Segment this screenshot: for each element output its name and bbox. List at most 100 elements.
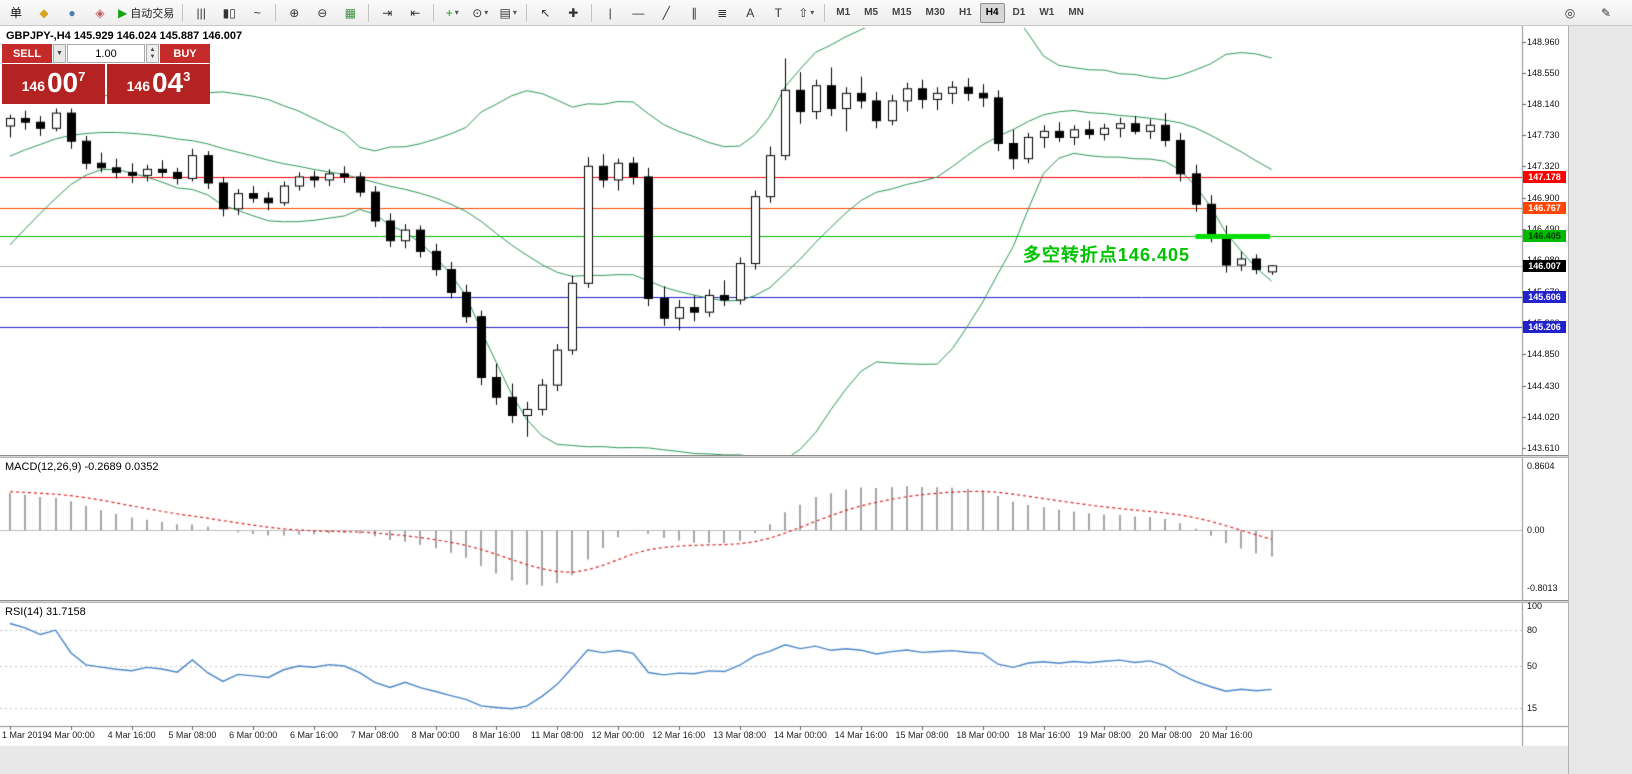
workspace-gutter bbox=[1568, 26, 1632, 774]
toolbar-separator bbox=[182, 3, 184, 22]
zoom-out-button[interactable]: ⊖ bbox=[309, 2, 335, 24]
channel-button[interactable]: ∥ bbox=[681, 2, 707, 24]
arrows-button[interactable]: ⇧ ▾ bbox=[793, 2, 819, 24]
periods-button[interactable]: ⊙ ▾ bbox=[467, 2, 493, 24]
price-level-badge: 147.178 bbox=[1523, 171, 1566, 184]
toolbar-group-objects: + ▾ ⊙ ▾ ▤ ▾ bbox=[438, 2, 522, 24]
buy-price-sup: 3 bbox=[183, 69, 191, 84]
trendline-icon: ╱ bbox=[662, 5, 670, 20]
text-icon: A bbox=[746, 5, 755, 20]
toolbar-separator bbox=[368, 3, 370, 22]
sell-button[interactable]: SELL bbox=[2, 44, 52, 63]
market-watch-icon: ● bbox=[68, 5, 76, 20]
candlestick-icon: ▮▯ bbox=[222, 5, 236, 20]
line-chart-icon: ~ bbox=[253, 5, 261, 20]
price-level-badge: 145.606 bbox=[1523, 290, 1566, 303]
chart-shift-button[interactable]: ⇤ bbox=[402, 2, 428, 24]
horizontal-line-button[interactable]: — bbox=[625, 2, 651, 24]
volume-stepper[interactable]: ▲ ▼ bbox=[146, 44, 159, 63]
macd-axis-label: -0.8013 bbox=[1527, 583, 1558, 594]
spin-down-icon[interactable]: ▼ bbox=[149, 53, 156, 60]
text-button[interactable]: A bbox=[737, 2, 763, 24]
dropdown-caret-icon: ▼ bbox=[56, 50, 63, 57]
price-axis-label: 148.140 bbox=[1527, 98, 1560, 109]
buy-price-display[interactable]: 146 04 3 bbox=[107, 64, 210, 104]
toolbar-separator bbox=[433, 3, 435, 22]
price-axis-label: 148.550 bbox=[1527, 67, 1560, 78]
trendline-button[interactable]: ╱ bbox=[653, 2, 679, 24]
auto-scroll-button[interactable]: ⇥ bbox=[374, 2, 400, 24]
buy-button[interactable]: BUY bbox=[160, 44, 210, 63]
market-watch-button[interactable]: ● bbox=[59, 2, 85, 24]
toolbar-separator bbox=[591, 3, 593, 22]
price-axis-label: 143.610 bbox=[1527, 443, 1560, 454]
zoom-in-button[interactable]: ⊕ bbox=[281, 2, 307, 24]
bar-chart-button[interactable]: ||| bbox=[188, 2, 214, 24]
tile-windows-button[interactable]: ▦ bbox=[337, 2, 363, 24]
chart-window-button[interactable]: ◆ bbox=[31, 2, 57, 24]
toolbar-group-trade: 单 ◆ ● ◈ ▶ 自动交易 bbox=[2, 2, 178, 24]
timeframe-button-h4[interactable]: H4 bbox=[979, 2, 1005, 23]
time-axis-label: 6 Mar 00:00 bbox=[229, 730, 278, 740]
buy-price-big: 04 bbox=[151, 67, 184, 98]
text-label-button[interactable]: T bbox=[765, 2, 791, 24]
sell-price-display[interactable]: 146 00 7 bbox=[2, 64, 105, 104]
crosshair-button[interactable]: ✚ bbox=[560, 2, 586, 24]
price-axis-label: 146.900 bbox=[1527, 193, 1560, 204]
fibonacci-button[interactable]: ≣ bbox=[709, 2, 735, 24]
vertical-line-button[interactable]: | bbox=[597, 2, 623, 24]
horizontal-line-icon: — bbox=[632, 5, 645, 20]
time-axis-label: 5 Mar 08:00 bbox=[168, 730, 217, 740]
vertical-line-icon: | bbox=[608, 5, 612, 20]
templates-button[interactable]: ▤ ▾ bbox=[495, 2, 521, 24]
price-axis-label: 144.850 bbox=[1527, 348, 1560, 359]
magnifier-minus-icon: ⊖ bbox=[317, 5, 328, 20]
pane-divider-macd[interactable] bbox=[0, 455, 1568, 458]
data-window-button[interactable]: ◈ bbox=[87, 2, 113, 24]
timeframe-button-d1[interactable]: D1 bbox=[1012, 7, 1026, 18]
volume-dropdown-button[interactable]: ▼ bbox=[53, 44, 66, 63]
rsi-indicator-label: RSI(14) 31.7158 bbox=[5, 606, 86, 618]
order-ticket-icon: 单 bbox=[9, 5, 22, 20]
plus-icon: + bbox=[445, 5, 453, 20]
pane-divider-rsi[interactable] bbox=[0, 600, 1568, 603]
time-axis[interactable]: 1 Mar 2019 4 Mar 00:00 4 Mar 16:00 5 Mar 08… bbox=[0, 726, 1522, 746]
timeframe-button-h1[interactable]: H1 bbox=[958, 7, 972, 18]
ohlc-bars-icon: ||| bbox=[196, 5, 206, 20]
dropdown-caret-icon: ▾ bbox=[810, 8, 815, 17]
timeframe-button-m1[interactable]: M1 bbox=[836, 7, 851, 18]
community-button[interactable]: ◎ bbox=[1557, 2, 1583, 24]
data-window-icon: ◈ bbox=[95, 5, 105, 20]
timeframe-button-mn[interactable]: MN bbox=[1068, 7, 1084, 18]
auto-scroll-icon: ⇥ bbox=[382, 5, 393, 20]
toolbar-separator bbox=[824, 3, 826, 22]
new-order-button[interactable]: 单 bbox=[3, 2, 29, 24]
time-axis-label: 19 Mar 08:00 bbox=[1077, 730, 1131, 740]
chart-title: GBPJPY-,H4 145.929 146.024 145.887 146.0… bbox=[6, 30, 243, 42]
clock-icon: ⊙ bbox=[472, 5, 483, 20]
autotrading-button-label: 自动交易 bbox=[130, 7, 175, 20]
toolbar-group-scroll: ⇥ ⇤ bbox=[373, 2, 429, 24]
price-axis[interactable]: 148.960 148.550 148.140 147.730 147.320 146.9… bbox=[1522, 26, 1568, 726]
volume-input[interactable]: 1.00 bbox=[67, 44, 145, 63]
cursor-button[interactable]: ↖ bbox=[532, 2, 558, 24]
spin-up-icon[interactable]: ▲ bbox=[149, 46, 156, 53]
timeframe-button-m15[interactable]: M15 bbox=[892, 7, 912, 18]
timeframe-button-m30[interactable]: M30 bbox=[925, 7, 945, 18]
macd-axis-label: 0.8604 bbox=[1527, 461, 1555, 472]
time-axis-label: 8 Mar 16:00 bbox=[472, 730, 521, 740]
candlestick-chart-button[interactable]: ▮▯ bbox=[216, 2, 242, 24]
time-axis-label: 12 Mar 00:00 bbox=[591, 730, 645, 740]
autotrading-button[interactable]: ▶ 自动交易 bbox=[115, 2, 177, 24]
sell-price-big: 00 bbox=[46, 67, 79, 98]
timeframe-button-w1[interactable]: W1 bbox=[1039, 7, 1055, 18]
rsi-axis-label: 50 bbox=[1527, 661, 1538, 672]
line-chart-button[interactable]: ~ bbox=[244, 2, 270, 24]
tile-windows-icon: ▦ bbox=[344, 5, 356, 20]
note-edit-button[interactable]: ✎ bbox=[1593, 2, 1619, 24]
timeframe-button-m5[interactable]: M5 bbox=[864, 7, 879, 18]
time-axis-label: 4 Mar 16:00 bbox=[107, 730, 156, 740]
add-indicator-button[interactable]: + ▾ bbox=[439, 2, 465, 24]
